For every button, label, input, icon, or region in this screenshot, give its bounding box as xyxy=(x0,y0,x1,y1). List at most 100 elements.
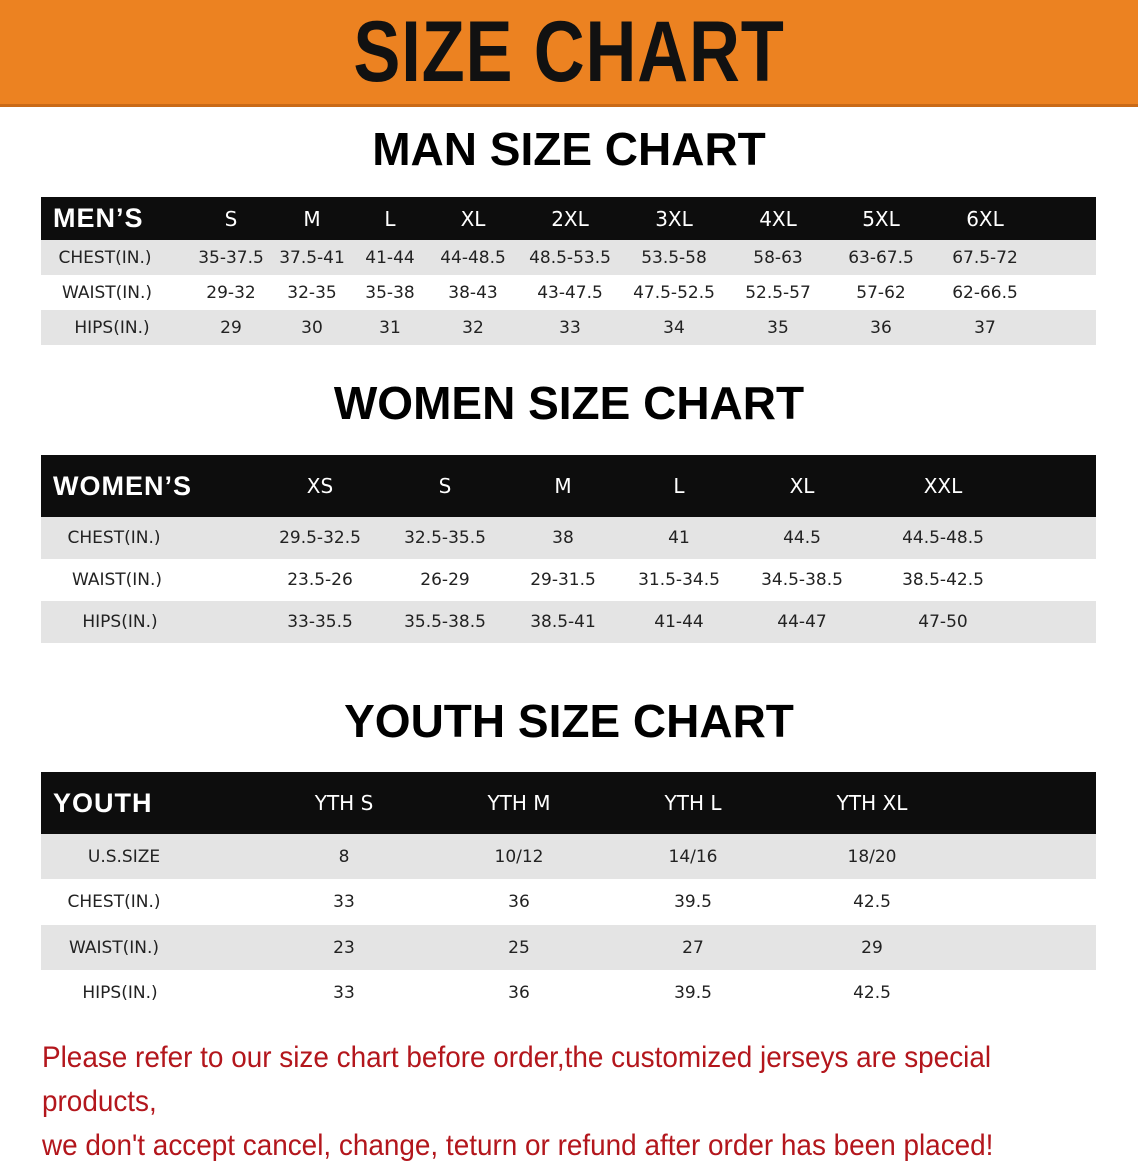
table-row: U.S.SIZE 8 10/12 14/16 18/20 xyxy=(41,834,1096,879)
table-row: WAIST(IN.) 23 25 27 29 xyxy=(41,925,1096,970)
table-cell: 34 xyxy=(663,317,685,338)
women-size-table: WOMEN’S XS S M L XL XXL CHEST(IN.) 29.5-32.5 32.5… xyxy=(41,455,1096,643)
table-header-row: WOMEN’S XS S M L XL XXL xyxy=(41,455,1096,517)
table-cell: 47-50 xyxy=(918,612,968,632)
table-cell: 35.5-38.5 xyxy=(404,612,486,632)
measurement-label: HIPS(IN.) xyxy=(82,982,158,1003)
title-banner: SIZE CHART xyxy=(0,0,1138,107)
size-header-cell: 5XL xyxy=(862,206,900,231)
size-header-cell: S xyxy=(438,474,452,498)
size-header-cell: XL xyxy=(460,206,486,231)
table-cell: 36 xyxy=(870,317,892,338)
table-header-row: MEN’S S M L XL 2XL 3XL 4XL 5XL 6XL xyxy=(41,197,1096,240)
table-cell: 33-35.5 xyxy=(287,612,353,632)
table-cell: 30 xyxy=(301,317,323,338)
table-cell: 57-62 xyxy=(856,282,906,303)
table-cell: 8 xyxy=(338,846,350,867)
size-header-cell: 4XL xyxy=(759,206,797,231)
table-cell: 37.5-41 xyxy=(279,247,345,268)
size-header-cell: M xyxy=(554,474,572,498)
size-header-cell: S xyxy=(224,206,238,231)
notice-line-2: we don't accept cancel, change, teturn o… xyxy=(42,1129,994,1162)
table-cell: 63-67.5 xyxy=(848,247,914,268)
measurement-label: WAIST(IN.) xyxy=(68,937,160,958)
table-row: WAIST(IN.) 23.5-26 26-29 29-31.5 31.5-34.5 34… xyxy=(41,559,1096,601)
measurement-label: CHEST(IN.) xyxy=(67,528,161,548)
table-cell: 44.5 xyxy=(783,528,821,548)
table-cell: 39.5 xyxy=(674,982,712,1003)
measurement-label: U.S.SIZE xyxy=(87,846,161,867)
measurement-label: CHEST(IN.) xyxy=(58,247,152,268)
table-cell: 41 xyxy=(668,528,690,548)
table-cell: 48.5-53.5 xyxy=(529,247,611,268)
table-row: CHEST(IN.) 35-37.5 37.5-41 41-44 44-48.5 48.5… xyxy=(41,240,1096,275)
table-cell: 27 xyxy=(682,937,704,958)
youth-size-table: YOUTH YTH S YTH M YTH L YTH XL U.S.SIZE 8 10/12… xyxy=(41,772,1096,1015)
size-header-cell: XS xyxy=(306,474,334,498)
measurement-label: HIPS(IN.) xyxy=(74,317,150,338)
table-cell: 42.5 xyxy=(853,982,891,1003)
table-row: HIPS(IN.) 33-35.5 35.5-38.5 38.5-41 41-44 44-… xyxy=(41,601,1096,643)
table-cell: 36 xyxy=(508,892,530,912)
table-cell: 10/12 xyxy=(494,846,544,867)
table-cell: 43-47.5 xyxy=(537,282,603,303)
table-row: HIPS(IN.) 29 30 31 32 33 34 35 36 37 xyxy=(41,310,1096,345)
table-cell: 52.5-57 xyxy=(745,282,811,303)
size-header-cell: 3XL xyxy=(655,206,693,231)
women-section-title: WOMEN SIZE CHART xyxy=(333,377,805,429)
size-header-cell: XXL xyxy=(923,474,963,498)
size-header-cell: L xyxy=(384,206,396,231)
table-cell: 47.5-52.5 xyxy=(633,282,715,303)
table-cell: 29-32 xyxy=(206,282,256,303)
table-cell: 33 xyxy=(559,317,581,338)
table-cell: 33 xyxy=(333,892,355,912)
table-cell: 35-37.5 xyxy=(198,247,264,268)
size-header-cell: YTH XL xyxy=(836,791,908,815)
table-cell: 29.5-32.5 xyxy=(279,528,361,548)
table-cell: 44-48.5 xyxy=(440,247,506,268)
table-row: WAIST(IN.) 29-32 32-35 35-38 38-43 43-47.5 47.… xyxy=(41,275,1096,310)
men-section-title: MAN SIZE CHART xyxy=(372,123,766,175)
table-cell: 18/20 xyxy=(847,846,897,867)
table-cell: 38-43 xyxy=(448,282,498,303)
table-cell: 62-66.5 xyxy=(952,282,1018,303)
table-row: CHEST(IN.) 29.5-32.5 32.5-35.5 38 41 44.5 44.5… xyxy=(41,517,1096,559)
table-cell: 35-38 xyxy=(365,282,415,303)
table-cell: 31.5-34.5 xyxy=(638,570,720,590)
table-row: CHEST(IN.) 33 36 39.5 42.5 xyxy=(41,879,1096,925)
table-cell: 38.5-41 xyxy=(530,612,596,632)
youth-section-title: YOUTH SIZE CHART xyxy=(344,695,794,747)
size-header-cell: YTH S xyxy=(314,791,374,815)
measurement-label: WAIST(IN.) xyxy=(61,282,153,303)
table-cell: 23.5-26 xyxy=(287,570,353,590)
table-cell: 38.5-42.5 xyxy=(902,570,984,590)
main-title: SIZE CHART xyxy=(353,3,785,100)
table-title-cell: MEN’S xyxy=(53,203,144,233)
table-row: HIPS(IN.) 33 36 39.5 42.5 xyxy=(41,970,1096,1015)
size-header-cell: YTH L xyxy=(664,791,722,815)
table-cell: 32.5-35.5 xyxy=(404,528,486,548)
size-header-cell: YTH M xyxy=(487,791,551,815)
table-cell: 44-47 xyxy=(777,612,827,632)
size-header-cell: M xyxy=(303,206,321,231)
men-size-table: MEN’S S M L XL 2XL 3XL 4XL 5XL 6XL CHEST(IN.) 35-37… xyxy=(41,197,1096,345)
table-cell: 26-29 xyxy=(420,570,470,590)
table-cell: 42.5 xyxy=(853,892,891,912)
table-cell: 32 xyxy=(462,317,484,338)
table-cell: 33 xyxy=(333,982,355,1003)
table-cell: 14/16 xyxy=(668,846,718,867)
table-cell: 44.5-48.5 xyxy=(902,528,984,548)
table-cell: 36 xyxy=(508,982,530,1003)
table-cell: 38 xyxy=(552,528,574,548)
table-cell: 37 xyxy=(974,317,996,338)
table-cell: 67.5-72 xyxy=(952,247,1018,268)
table-cell: 25 xyxy=(508,937,530,958)
size-header-cell: 6XL xyxy=(966,206,1004,231)
size-header-cell: L xyxy=(673,474,685,498)
table-cell: 39.5 xyxy=(674,892,712,912)
table-cell: 41-44 xyxy=(365,247,415,268)
table-cell: 35 xyxy=(767,317,789,338)
table-cell: 23 xyxy=(333,937,355,958)
table-cell: 29 xyxy=(861,937,883,958)
notice-line-1: Please refer to our size chart before or… xyxy=(42,1041,992,1118)
